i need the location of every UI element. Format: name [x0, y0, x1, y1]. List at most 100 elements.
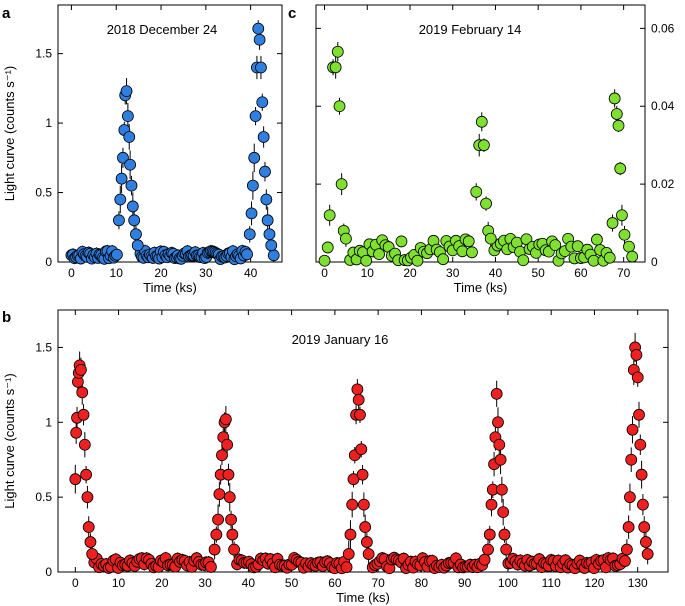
- x-tick-label: 50: [285, 576, 299, 590]
- data-point: [614, 162, 627, 175]
- x-tick-label: 20: [155, 576, 169, 590]
- data-points: [65, 22, 280, 266]
- data-point: [492, 416, 504, 429]
- data-point: [124, 158, 137, 171]
- data-point: [357, 498, 370, 511]
- data-point: [323, 209, 336, 222]
- data-point: [352, 393, 365, 406]
- data-point: [131, 239, 144, 252]
- plot-frame: [315, 4, 646, 263]
- y-tick-label: 0: [45, 255, 52, 269]
- data-point: [263, 228, 276, 241]
- y-tick-label: 0.02: [651, 177, 675, 191]
- data-point: [635, 468, 648, 481]
- data-point: [633, 408, 645, 421]
- data-point: [128, 214, 141, 227]
- data-point: [478, 553, 491, 566]
- data-point: [260, 193, 273, 206]
- data-point: [335, 178, 348, 191]
- data-point: [126, 200, 139, 213]
- x-tick-label: 100: [498, 576, 518, 590]
- data-point: [498, 528, 511, 541]
- data-point: [340, 561, 353, 574]
- data-point: [243, 228, 256, 241]
- y-tick-label: 0.04: [651, 99, 675, 113]
- data-point: [249, 110, 262, 123]
- data-point: [621, 543, 633, 556]
- data-point: [640, 536, 652, 548]
- data-point: [221, 438, 234, 451]
- x-tick-label: 0: [68, 266, 75, 280]
- data-point: [342, 548, 355, 560]
- y-axis-label: Light curve (counts s⁻¹): [2, 66, 17, 201]
- data-point: [222, 468, 235, 481]
- data-point: [321, 241, 334, 254]
- data-point: [81, 491, 94, 504]
- data-point: [331, 45, 344, 58]
- data-point: [216, 449, 228, 462]
- data-point: [77, 408, 90, 421]
- data-point: [117, 151, 129, 164]
- x-tick-label: 30: [199, 266, 213, 280]
- data-point: [470, 186, 483, 198]
- data-point: [360, 254, 373, 267]
- x-tick-label: 20: [154, 266, 168, 280]
- panel-c-chart: c 2019 February 14 0 10 20 30 40 50 60 70 Time (ks…: [288, 4, 675, 295]
- data-point: [480, 197, 492, 210]
- data-point: [245, 207, 258, 220]
- data-point: [223, 491, 236, 504]
- data-point: [623, 240, 635, 253]
- y-tick-label: 1: [45, 415, 52, 429]
- y-tick-label: 0.5: [35, 490, 52, 504]
- data-point: [493, 438, 506, 451]
- x-tick-label: 90: [458, 576, 472, 590]
- data-point: [354, 408, 366, 421]
- data-point: [75, 363, 87, 376]
- data-point: [225, 513, 237, 526]
- data-point: [462, 235, 475, 248]
- data-point: [344, 528, 357, 541]
- data-point: [346, 498, 359, 511]
- x-tick-label: 0: [321, 266, 328, 280]
- y-tick-label: 1: [45, 116, 52, 130]
- data-point: [212, 513, 224, 526]
- x-tick-label: 80: [415, 576, 429, 590]
- panel-letter: c: [288, 5, 296, 22]
- data-point: [125, 179, 138, 192]
- x-tick-label: 40: [244, 266, 258, 280]
- data-point: [120, 85, 133, 98]
- data-points: [318, 45, 639, 267]
- x-tick-label: 50: [532, 266, 546, 280]
- data-point: [226, 528, 239, 541]
- data-point: [483, 528, 496, 541]
- data-point: [618, 228, 631, 241]
- data-point: [205, 561, 217, 573]
- data-point: [248, 151, 261, 164]
- data-point: [395, 235, 408, 248]
- data-point: [253, 33, 266, 46]
- data-point: [355, 443, 368, 456]
- data-points: [69, 341, 654, 575]
- data-point: [485, 498, 498, 511]
- x-tick-label: 40: [242, 576, 256, 590]
- y-tick-label: 0: [45, 565, 52, 579]
- data-point: [259, 165, 271, 178]
- data-point: [318, 254, 331, 267]
- x-tick-label: 110: [542, 576, 561, 590]
- y-axis-label: Light curve (counts s⁻¹): [2, 373, 17, 508]
- data-point: [121, 110, 134, 123]
- x-tick-label: 0: [72, 576, 79, 590]
- data-point: [625, 453, 638, 466]
- data-point: [619, 555, 631, 567]
- data-point: [475, 115, 488, 128]
- data-point: [78, 438, 91, 451]
- data-point: [500, 543, 513, 556]
- data-point: [494, 453, 507, 466]
- chart-title: 2019 February 14: [419, 22, 522, 37]
- data-point: [630, 349, 643, 361]
- data-point: [626, 250, 639, 263]
- data-point: [612, 119, 625, 132]
- data-point: [257, 131, 270, 143]
